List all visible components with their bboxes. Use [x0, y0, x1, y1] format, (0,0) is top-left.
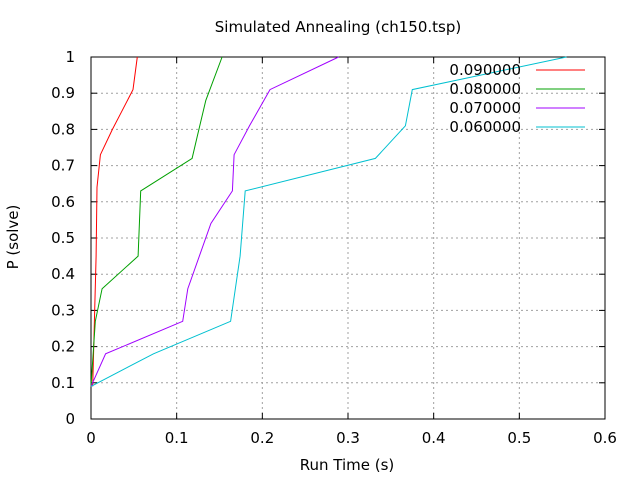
- legend-label-3: 0.070000: [449, 99, 521, 117]
- y-tick-label: 0: [65, 410, 75, 428]
- x-tick-label: 0.2: [250, 429, 274, 447]
- y-tick-label: 1: [65, 48, 75, 66]
- y-tick-label: 0.1: [51, 374, 75, 392]
- plot-border: [90, 56, 606, 420]
- x-tick-label: 0.5: [507, 429, 531, 447]
- series-line-1: [92, 56, 138, 387]
- series-line-2: [90, 56, 223, 387]
- axes: 0 0.1 0.2 0.3 0.4 0.5 0.6 0 0.1 0.2 0.3 0.4 0.5 0.6 0.…: [51, 48, 617, 447]
- y-tick-label: 0.6: [51, 193, 75, 211]
- y-tick-label: 0.4: [51, 265, 75, 283]
- legend-label-1: 0.090000: [449, 61, 521, 79]
- y-axis-label: P (solve): [4, 205, 22, 270]
- x-tick-label: 0.3: [336, 429, 360, 447]
- x-tick-label: 0.6: [593, 429, 617, 447]
- y-tick-label: 0.2: [51, 338, 75, 356]
- chart-title: Simulated Annealing (ch150.tsp): [215, 18, 461, 36]
- legend-label-2: 0.080000: [449, 80, 521, 98]
- x-tick-label: 0.4: [422, 429, 446, 447]
- y-tick-label: 0.7: [51, 157, 75, 175]
- x-tick-label: 0.1: [165, 429, 189, 447]
- series-line-4: [90, 56, 567, 387]
- y-tick-label: 0.5: [51, 229, 75, 247]
- y-tick-label: 0.3: [51, 301, 75, 319]
- y-tick-label: 0.9: [51, 84, 75, 102]
- series-line-3: [90, 56, 339, 387]
- grid: [91, 57, 605, 419]
- x-tick-label: 0: [86, 429, 96, 447]
- legend-label-4: 0.060000: [449, 118, 521, 136]
- series: [90, 56, 567, 387]
- y-tick-label: 0.8: [51, 120, 75, 138]
- x-axis-label: Run Time (s): [300, 456, 395, 474]
